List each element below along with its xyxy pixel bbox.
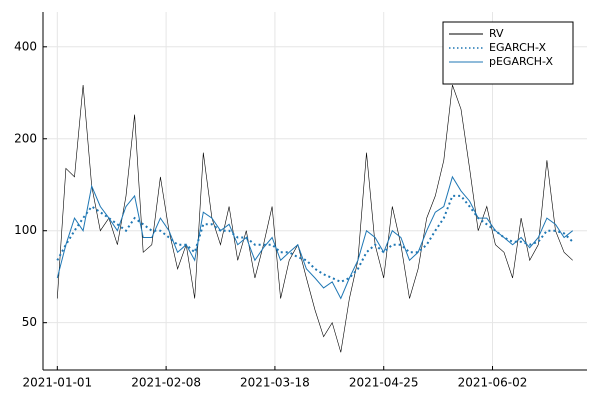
legend-label: EGARCH-X (489, 41, 546, 54)
legend-label: RV (489, 27, 504, 40)
x-tick-label: 2021-01-01 (22, 376, 92, 390)
x-tick-label: 2021-03-18 (240, 376, 310, 390)
x-tick-label: 2021-06-02 (458, 376, 528, 390)
line-series (56, 175, 574, 300)
y-tick-label: 100 (14, 223, 37, 237)
x-tick-label: 2021-04-25 (349, 376, 419, 390)
y-tick-label: 50 (22, 315, 37, 329)
line-series (56, 194, 574, 283)
legend-box (442, 21, 574, 85)
y-tick-label: 200 (14, 131, 37, 145)
line-series (57, 84, 573, 353)
legend-label: pEGARCH-X (489, 55, 553, 68)
x-tick-label: 2021-02-08 (131, 376, 201, 390)
y-tick-label: 400 (14, 39, 37, 53)
